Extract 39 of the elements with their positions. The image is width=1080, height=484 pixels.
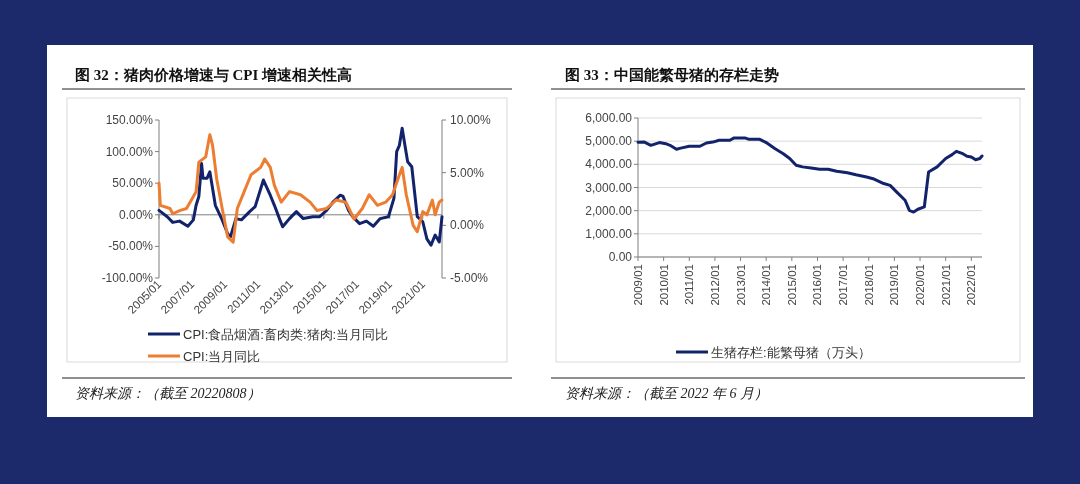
y-tick-label: 4,000.00 [585, 157, 633, 172]
x-tick-label: 2011/01 [683, 264, 696, 305]
y2-tick-label: 0.00% [450, 218, 485, 233]
y-tick-label: 3,000.00 [585, 180, 633, 195]
y-tick-label: 50.00% [112, 176, 154, 191]
x-tick-label: 2009/01 [632, 264, 644, 306]
x-tick-label: 2019/01 [888, 264, 901, 306]
legend-label: 生猪存栏:能繁母猪（万头） [711, 345, 871, 360]
y-tick-label: 100.00% [105, 144, 154, 159]
x-tick-label: 2022/01 [965, 264, 978, 306]
legend-label: CPI:食品烟酒:畜肉类:猪肉:当月同比 [183, 327, 389, 342]
y-tick-label: 150.00% [105, 113, 154, 127]
x-tick-label: 2015/01 [785, 264, 798, 306]
x-tick-label: 2021/01 [939, 264, 952, 306]
chart-title: 图 33：中国能繁母猪的存栏走势 [565, 67, 779, 83]
y-tick-label: 0.00 [608, 250, 633, 264]
y2-tick-label: 10.00% [450, 113, 492, 127]
y2-tick-label: -5.00% [450, 271, 489, 285]
x-tick-label: 2016/01 [811, 264, 824, 306]
y-tick-label: 0.00% [118, 207, 154, 222]
chart-title: 图 32：猪肉价格增速与 CPI 增速相关性高 [75, 66, 353, 83]
text: 资料来源：（截至 20220808） [75, 386, 261, 401]
x-tick-label: 2012/01 [708, 264, 721, 306]
x-tick-label: 2014/01 [760, 264, 773, 306]
x-tick-label: 2017/01 [837, 264, 850, 306]
legend-label: CPI:当月同比 [183, 349, 261, 364]
text: 资料来源：（截至 2022 年 6 月） [565, 386, 768, 401]
x-tick-label: 2010/01 [657, 264, 670, 306]
y-tick-label: -100.00% [101, 271, 154, 285]
line-series [636, 136, 984, 214]
y-tick-label: 2,000.00 [585, 203, 633, 218]
y-tick-label: 6,000.00 [585, 111, 633, 125]
y2-tick-label: 5.00% [450, 165, 485, 180]
y-tick-label: -50.00% [108, 239, 154, 254]
x-tick-label: 2020/01 [914, 264, 927, 306]
x-tick-label: 2013/01 [734, 264, 747, 306]
y-tick-label: 1,000.00 [585, 226, 633, 241]
y-tick-label: 5,000.00 [585, 134, 633, 149]
x-tick-label: 2018/01 [862, 264, 875, 306]
